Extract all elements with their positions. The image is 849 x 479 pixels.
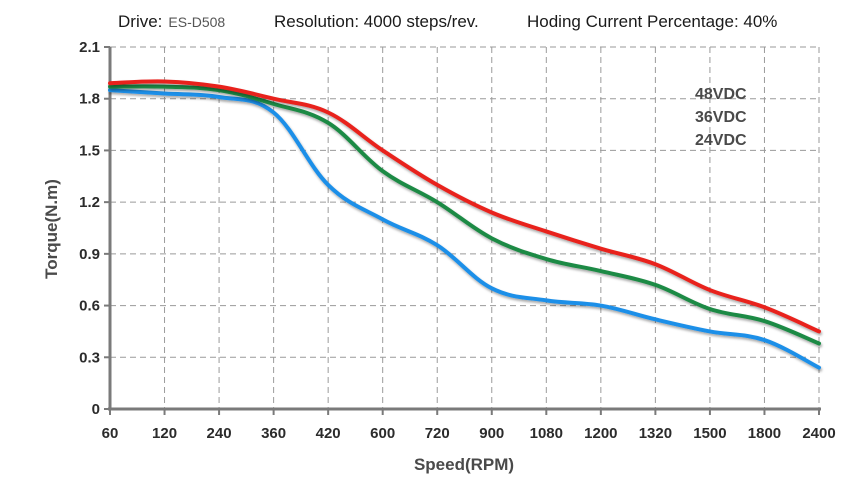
resolution-text: Resolution: 4000 steps/rev. (274, 12, 479, 31)
drive-info: Drive: ES-D508 (118, 12, 225, 36)
drive-label: Drive: (118, 12, 163, 31)
x-tick-label: 1800 (748, 425, 781, 442)
y-tick-label: 0 (92, 401, 100, 418)
x-tick-label: 720 (425, 425, 450, 442)
chart-grid (110, 46, 820, 409)
x-tick-label: 1320 (639, 425, 672, 442)
chart-axes (104, 46, 821, 415)
series-lines (108, 79, 821, 370)
y-axis-title: Torque(N.m) (42, 179, 61, 279)
series-line-48vdc (108, 79, 821, 334)
x-tick-label: 900 (479, 425, 504, 442)
legend-label-24vdc: 24VDC (695, 132, 747, 149)
x-tick-label: 360 (261, 425, 286, 442)
x-tick-labels: 60 120 240 360 420 600 720 900 1080 1200 1320 1500 1… (102, 425, 836, 442)
x-tick-label: 1200 (584, 425, 617, 442)
x-tick-label: 1080 (530, 425, 563, 442)
x-tick-label: 120 (152, 425, 177, 442)
x-tick-label: 240 (207, 425, 232, 442)
y-tick-label: 0.3 (79, 349, 100, 366)
y-tick-label: 1.5 (79, 142, 100, 159)
y-tick-label: 2.1 (79, 39, 100, 56)
holding-current-text: Hoding Current Percentage: 40% (527, 12, 778, 31)
legend-label-36vdc: 36VDC (695, 109, 747, 126)
x-tick-label: 2400 (802, 425, 835, 442)
x-tick-label: 420 (316, 425, 341, 442)
y-tick-label: 0.9 (79, 246, 100, 263)
drive-model: ES-D508 (168, 14, 226, 30)
y-tick-label: 1.8 (79, 91, 100, 108)
y-tick-labels: 0 0.3 0.6 0.9 1.2 1.5 1.8 2.1 (79, 39, 100, 418)
x-tick-label: 1500 (693, 425, 726, 442)
x-tick-label: 60 (102, 425, 119, 442)
series-line-36vdc (108, 84, 821, 346)
chart-legend: 48VDC 36VDC 24VDC (661, 86, 747, 149)
x-tick-label: 600 (370, 425, 395, 442)
x-axis-title: Speed(RPM) (414, 455, 514, 474)
y-tick-label: 1.2 (79, 194, 100, 211)
y-tick-label: 0.6 (79, 298, 100, 315)
legend-label-48vdc: 48VDC (695, 86, 747, 103)
series-line-24vdc (108, 88, 821, 370)
